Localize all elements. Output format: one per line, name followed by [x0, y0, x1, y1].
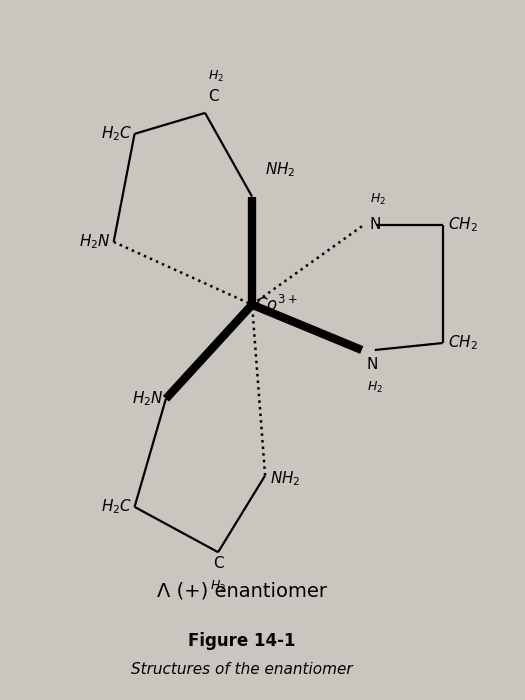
Text: N: N [370, 217, 381, 232]
Text: $H_2$: $H_2$ [208, 69, 224, 84]
Text: Λ (+) enantiomer: Λ (+) enantiomer [156, 581, 327, 600]
Text: $NH_2$: $NH_2$ [265, 160, 296, 179]
Text: Figure 14-1: Figure 14-1 [188, 632, 296, 650]
Text: C: C [208, 89, 218, 104]
Text: $H_2$: $H_2$ [370, 192, 385, 207]
Text: $H_2C$: $H_2C$ [101, 125, 132, 144]
Text: $CH_2$: $CH_2$ [448, 334, 478, 352]
Text: $CH_2$: $CH_2$ [448, 215, 478, 234]
Text: N: N [367, 357, 379, 372]
Text: Structures of the enantiomer: Structures of the enantiomer [131, 662, 352, 677]
Text: $H_2N$: $H_2N$ [132, 389, 163, 408]
Text: $H_2C$: $H_2C$ [101, 498, 132, 516]
Text: $Co^{3+}$: $Co^{3+}$ [255, 295, 298, 315]
Text: $H_2$: $H_2$ [367, 380, 383, 395]
Text: C: C [213, 556, 224, 570]
Text: $H_2N$: $H_2N$ [79, 232, 111, 251]
Text: $H_2$: $H_2$ [210, 579, 226, 594]
Text: $NH_2$: $NH_2$ [270, 470, 301, 489]
